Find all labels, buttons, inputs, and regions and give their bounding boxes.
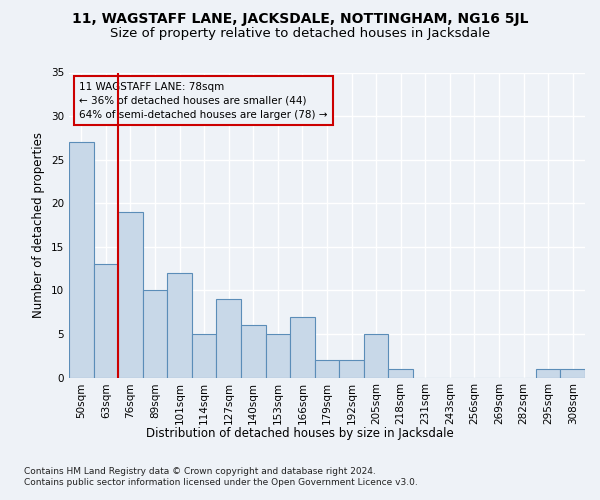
Bar xyxy=(94,264,118,378)
Bar xyxy=(315,360,339,378)
Bar xyxy=(241,325,266,378)
Text: Size of property relative to detached houses in Jacksdale: Size of property relative to detached ho… xyxy=(110,28,490,40)
Bar xyxy=(143,290,167,378)
Bar xyxy=(192,334,217,378)
Bar xyxy=(118,212,143,378)
Text: 11 WAGSTAFF LANE: 78sqm
← 36% of detached houses are smaller (44)
64% of semi-de: 11 WAGSTAFF LANE: 78sqm ← 36% of detache… xyxy=(79,82,328,120)
Bar xyxy=(266,334,290,378)
Bar xyxy=(388,369,413,378)
Y-axis label: Number of detached properties: Number of detached properties xyxy=(32,132,46,318)
Bar xyxy=(167,273,192,378)
Text: 11, WAGSTAFF LANE, JACKSDALE, NOTTINGHAM, NG16 5JL: 11, WAGSTAFF LANE, JACKSDALE, NOTTINGHAM… xyxy=(72,12,528,26)
Bar xyxy=(339,360,364,378)
Text: Distribution of detached houses by size in Jacksdale: Distribution of detached houses by size … xyxy=(146,428,454,440)
Bar xyxy=(536,369,560,378)
Bar xyxy=(364,334,388,378)
Bar xyxy=(217,299,241,378)
Bar xyxy=(290,316,315,378)
Text: Contains HM Land Registry data © Crown copyright and database right 2024.
Contai: Contains HM Land Registry data © Crown c… xyxy=(24,468,418,487)
Bar xyxy=(560,369,585,378)
Bar xyxy=(69,142,94,378)
